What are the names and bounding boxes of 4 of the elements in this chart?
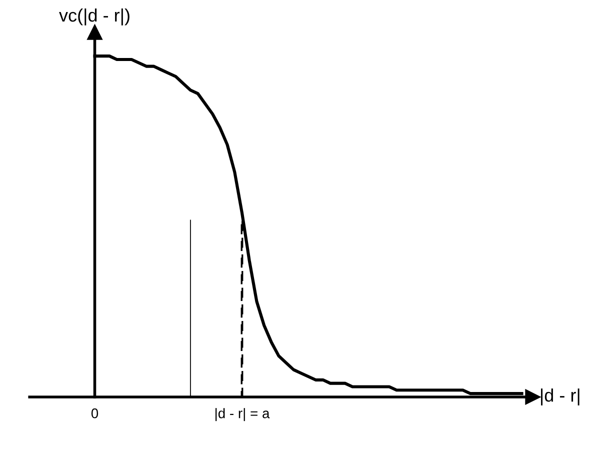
x-axis-title: |d - r| bbox=[541, 388, 580, 406]
x-tick-label: |d - r| = a bbox=[216, 408, 270, 422]
x-tick-label: 0 bbox=[91, 408, 98, 418]
y-axis-title: vc(|d - r|) bbox=[59, 8, 130, 26]
